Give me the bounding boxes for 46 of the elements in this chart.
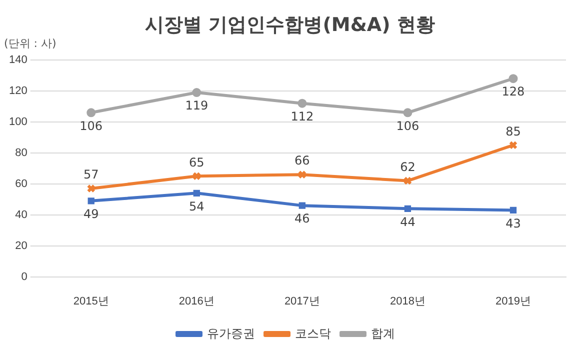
- x-tick-label: 2019년: [495, 295, 531, 308]
- data-label: 112: [290, 109, 314, 124]
- point: [510, 206, 517, 214]
- chart-title: 시장별 기업인수합병(M&A) 현황: [144, 13, 436, 38]
- data-label: 57: [83, 168, 99, 182]
- legend-label: 합계: [371, 326, 395, 340]
- point: [192, 88, 202, 98]
- point: [192, 172, 201, 180]
- data-label: 54: [189, 199, 204, 214]
- point: [298, 98, 307, 108]
- data-label: 46: [294, 212, 310, 226]
- y-tick-label: 40: [15, 208, 28, 221]
- data-label: 49: [83, 207, 99, 222]
- y-tick-label: 60: [15, 178, 28, 190]
- point: [298, 202, 306, 209]
- data-label: 106: [396, 118, 420, 133]
- y-tick-label: 20: [15, 240, 28, 252]
- data-label: 106: [80, 118, 103, 133]
- data-label: 62: [400, 160, 416, 174]
- point: [298, 170, 307, 179]
- y-tick-label: 80: [15, 146, 28, 159]
- data-label: 65: [189, 155, 204, 170]
- legend-label: 유가증권: [207, 326, 255, 340]
- y-tick-label: 0: [21, 270, 28, 283]
- y-axis-title: (단위 : 사): [4, 36, 56, 51]
- x-tick-label: 2017년: [284, 295, 320, 308]
- x-tick-label: 2018년: [390, 295, 426, 308]
- point: [193, 190, 200, 197]
- x-tick-label: 2016년: [178, 295, 214, 308]
- point: [404, 205, 412, 212]
- data-label: 119: [185, 98, 208, 113]
- y-tick-label: 100: [8, 116, 28, 128]
- point: [403, 176, 412, 186]
- data-label: 43: [506, 216, 521, 230]
- y-tick-label: 140: [8, 54, 28, 66]
- x-tick-label: 2015년: [73, 295, 109, 308]
- point: [86, 108, 96, 118]
- legend-label: 코스닥: [295, 326, 331, 340]
- data-label: 44: [400, 214, 416, 229]
- y-tick-label: 120: [8, 85, 28, 98]
- data-label: 66: [294, 154, 310, 168]
- point: [403, 108, 412, 118]
- data-label: 128: [502, 84, 525, 99]
- point: [508, 74, 518, 84]
- data-label: 85: [506, 124, 521, 138]
- point: [88, 198, 94, 204]
